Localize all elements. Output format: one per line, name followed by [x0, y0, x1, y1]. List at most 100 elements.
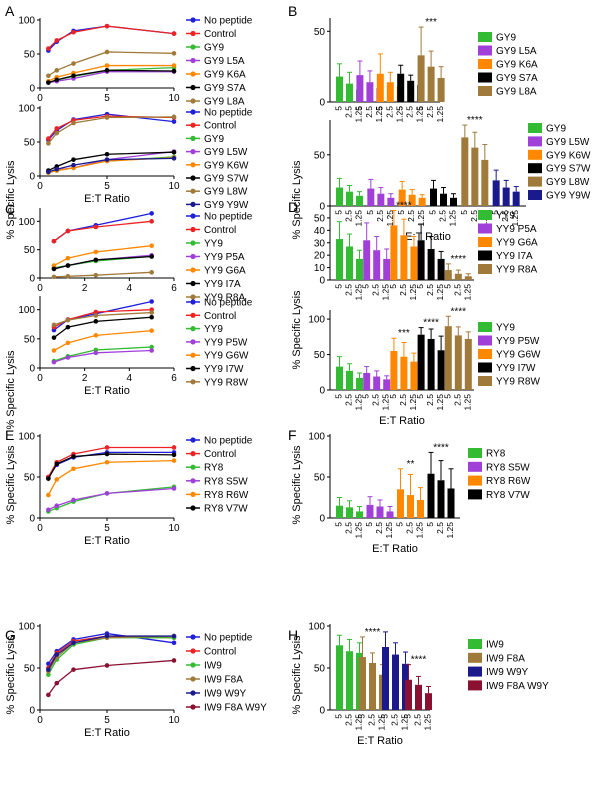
bar: [440, 193, 447, 206]
x-tick-label: 0: [37, 181, 43, 192]
significance-marker: ****: [411, 655, 427, 666]
legend-marker: [190, 339, 196, 345]
bar: [417, 334, 425, 390]
bar: [346, 83, 353, 102]
y-axis-label: % Specific Lysis: [291, 635, 303, 715]
legend-entry: YY9 R8A: [496, 265, 537, 276]
legend-swatch: [478, 86, 492, 96]
legend-marker: [190, 122, 196, 128]
line-chart-e: 0 50 100 0 5 10 No peptide Control RY8 RY8 S5W RY8…: [5, 427, 253, 547]
x-tick-label: 5: [388, 284, 398, 289]
x-tick-label: 5: [354, 106, 364, 111]
bar: [366, 504, 374, 518]
bar: [367, 188, 375, 206]
x-tick-label: 2.5: [425, 394, 435, 406]
legend-swatch: [478, 349, 492, 359]
x-tick-label: 2.5: [344, 522, 354, 534]
y-tick-label: 100: [18, 432, 35, 443]
legend-marker: [190, 505, 196, 511]
bar: [454, 335, 462, 390]
data-point: [65, 263, 71, 268]
x-tick-label: 5: [428, 210, 438, 215]
legend-marker: [190, 662, 196, 668]
x-tick-label: 1.25: [462, 284, 472, 301]
data-point: [54, 77, 60, 83]
legend-entry: Control: [204, 311, 236, 322]
significance-marker: ***: [425, 17, 437, 28]
x-tick-label: 5: [104, 93, 110, 104]
legend-entry: No peptide: [204, 436, 253, 447]
y-tick-label: 50: [24, 664, 36, 675]
legend-marker: [190, 676, 196, 682]
bar: [336, 187, 343, 206]
x-tick-label: 2: [82, 373, 88, 384]
bar: [356, 511, 363, 518]
series-line: [53, 212, 152, 242]
x-tick-label: 5: [388, 394, 398, 399]
series-line: [53, 271, 152, 278]
legend-marker: [190, 44, 196, 50]
y-tick-label: 50: [314, 27, 326, 38]
x-tick-label: 2.5: [375, 210, 385, 222]
legend-entry: RY8: [486, 449, 506, 460]
legend-entry: RY8 V7W: [204, 504, 248, 515]
legend-swatch: [478, 45, 492, 56]
y-tick-label: 10: [314, 263, 326, 274]
data-point: [149, 328, 154, 333]
bar-chart-b2: 05052.51.2552.51.2552.51.2552.51.2552.51…: [314, 115, 591, 243]
legend-marker: [190, 267, 196, 273]
data-point: [54, 126, 60, 131]
data-point: [104, 49, 110, 55]
legend-marker: [190, 464, 196, 470]
significance-marker: ****: [396, 200, 412, 211]
x-tick-label: 5: [396, 210, 406, 215]
x-tick-label: 1.25: [377, 714, 387, 731]
significance-marker: ****: [365, 627, 381, 638]
panel-letter: F: [288, 427, 297, 443]
x-tick-label: 2.5: [344, 106, 354, 118]
bar: [363, 240, 371, 280]
x-tick-label: 2.5: [398, 394, 408, 406]
legend-entry: GY9 S7A: [496, 73, 538, 84]
legend-entry: YY9 G6A: [204, 266, 246, 277]
bar: [387, 197, 395, 206]
bar: [437, 258, 445, 280]
bar: [502, 187, 510, 206]
x-tick-label: 10: [168, 715, 180, 726]
bar: [386, 82, 394, 102]
legend-entry: GY9 L5A: [204, 56, 245, 67]
data-point: [171, 633, 177, 639]
data-point: [71, 120, 76, 126]
data-point: [65, 340, 71, 346]
data-point: [71, 466, 76, 472]
panel-letter: D: [288, 199, 298, 215]
legend-entry: RY8 R6W: [486, 476, 531, 487]
x-axis-label: E:T Ratio: [405, 231, 451, 243]
data-point: [149, 219, 154, 224]
legend-swatch: [478, 362, 492, 373]
legend-entry: IW9 W9Y: [204, 689, 247, 700]
data-point: [71, 157, 76, 162]
data-point: [46, 73, 51, 79]
data-point: [93, 350, 99, 356]
y-tick-label: 50: [314, 350, 326, 361]
data-point: [51, 266, 57, 272]
x-axis-label: E:T Ratio: [357, 735, 403, 747]
legend-entry: GY9 L8W: [204, 187, 248, 198]
bar: [383, 258, 391, 280]
data-point: [51, 322, 57, 328]
legend-entry: IW9: [204, 661, 222, 672]
data-point: [171, 458, 177, 463]
bar: [392, 654, 399, 710]
x-tick-label: 1.25: [354, 522, 364, 539]
y-tick-label: 100: [18, 622, 35, 633]
x-tick-label: 0: [37, 283, 43, 294]
bar: [415, 684, 422, 710]
x-tick-label: 2.5: [435, 522, 445, 534]
legend-marker: [190, 84, 196, 91]
series-line: [47, 116, 175, 144]
x-tick-label: 5: [334, 522, 344, 527]
y-tick-label: 0: [319, 202, 325, 213]
x-tick-label: 1.25: [416, 210, 426, 227]
